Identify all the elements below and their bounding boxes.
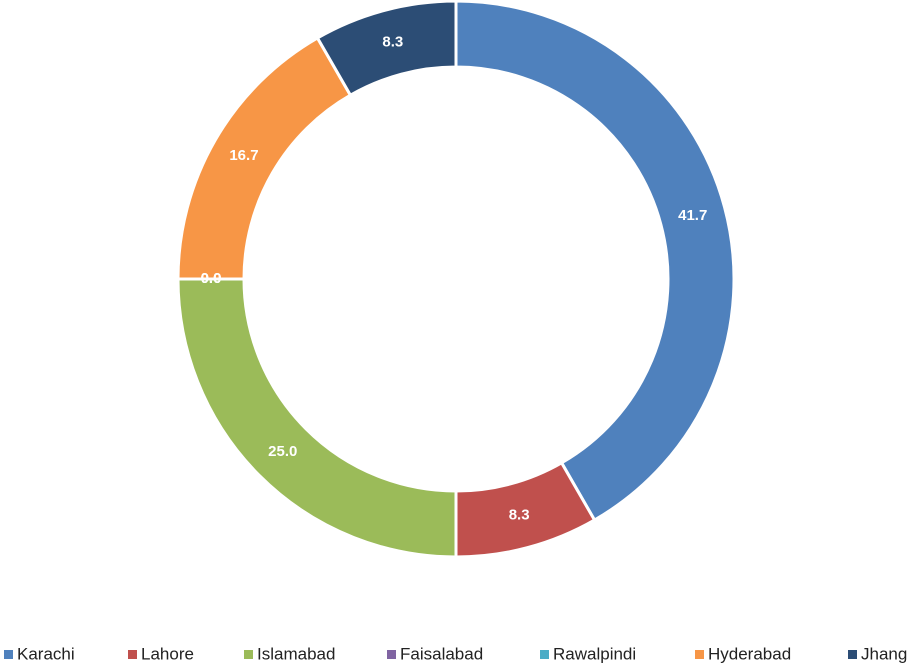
legend-label: Jhang [861, 644, 907, 663]
legend-marker [848, 650, 857, 659]
legend-marker [128, 650, 137, 659]
legend-marker [4, 650, 13, 659]
legend-marker [540, 650, 549, 659]
data-label: 0.0 [201, 270, 222, 287]
legend-marker [244, 650, 253, 659]
legend-label: Islamabad [257, 644, 335, 663]
data-label: 8.3 [382, 33, 403, 50]
donut-segment [176, 35, 353, 281]
donut-segment [176, 277, 458, 559]
legend-label: Rawalpindi [553, 644, 636, 663]
donut-segment [315, 0, 458, 98]
legend-label: Faisalabad [400, 644, 483, 663]
data-label: 25.0 [268, 443, 297, 460]
data-label: 16.7 [229, 147, 258, 164]
legend-marker [387, 650, 396, 659]
data-label: 41.7 [678, 207, 707, 224]
legend-label: Karachi [17, 644, 75, 663]
legend-label: Lahore [141, 644, 194, 663]
data-label: 8.3 [509, 507, 530, 524]
data-label: 0.0 [201, 270, 222, 287]
legend-label: Hyderabad [708, 644, 791, 663]
donut-segment [454, 0, 736, 523]
legend-marker [695, 650, 704, 659]
